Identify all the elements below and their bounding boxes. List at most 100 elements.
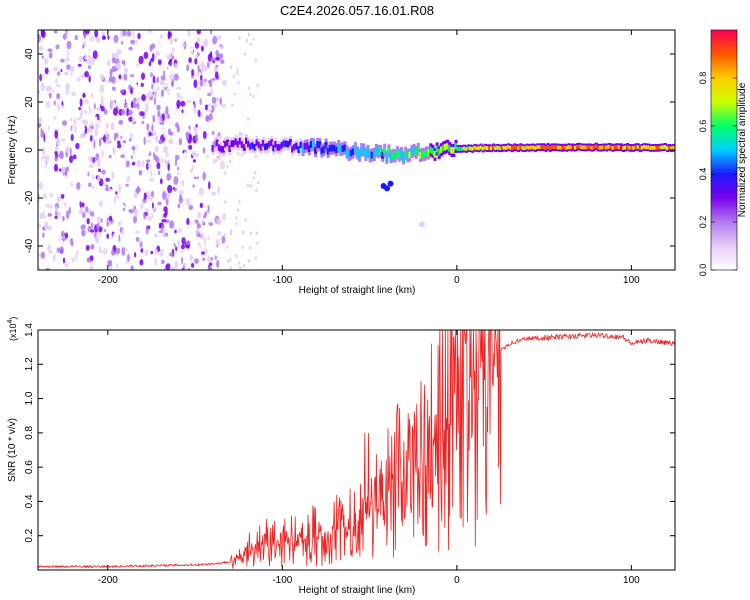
noise-cell <box>60 68 63 73</box>
noise-cell <box>184 151 187 158</box>
noise-cell <box>154 248 159 255</box>
ridge-cell <box>358 152 362 159</box>
noise-cell <box>207 265 213 270</box>
noise-cell <box>212 35 218 45</box>
noise-cell <box>129 92 132 99</box>
ridge-cell <box>548 146 552 150</box>
noise-cell <box>206 154 209 159</box>
noise-cell <box>52 52 58 61</box>
noise-cell <box>216 259 220 268</box>
noise-cell <box>202 147 206 154</box>
noise-cell <box>96 223 100 230</box>
noise-cell <box>71 126 75 133</box>
noise-cell <box>53 100 56 106</box>
ridge-cell <box>575 144 579 149</box>
noise-cell <box>44 208 49 217</box>
noise-cell <box>43 193 47 200</box>
noise-cell <box>211 96 217 104</box>
noise-cell <box>136 96 140 104</box>
noise-cell <box>48 250 53 254</box>
ridge-cell <box>337 143 341 150</box>
noise-cell <box>87 127 93 134</box>
ridge-cell <box>517 146 521 150</box>
ridge-cell <box>356 149 359 157</box>
noise-cell <box>237 261 241 265</box>
ridge-cell <box>364 151 368 158</box>
ridge-cell <box>251 142 255 149</box>
ridge-cell <box>255 139 259 146</box>
noise-cell <box>62 215 65 222</box>
noise-cell <box>113 67 118 72</box>
noise-cell <box>167 113 171 120</box>
noise-cell <box>121 40 124 45</box>
noise-cell <box>190 241 196 247</box>
noise-cell <box>166 173 172 181</box>
colorbar-tick-label: 0.8 <box>698 72 708 85</box>
noise-cell <box>180 96 183 101</box>
noise-cell <box>207 82 210 89</box>
noise-cell <box>126 107 130 117</box>
noise-cell <box>141 120 145 125</box>
noise-cell <box>140 202 144 210</box>
noise-cell <box>221 235 226 244</box>
noise-cell <box>215 239 220 246</box>
noise-cell <box>174 159 178 167</box>
ridge-cell <box>425 149 429 157</box>
noise-cell <box>117 140 121 145</box>
noise-cell <box>56 71 61 76</box>
noise-cell <box>247 86 251 90</box>
noise-cell <box>221 103 227 108</box>
ridge-cell <box>582 145 586 150</box>
noise-cell <box>215 49 219 57</box>
ridge-cell <box>234 138 238 145</box>
ridge-cell <box>326 148 330 155</box>
noise-cell <box>159 178 163 185</box>
noise-cell <box>66 40 72 50</box>
noise-cell <box>85 30 90 35</box>
noise-cell <box>56 247 61 253</box>
noise-cell <box>97 174 101 182</box>
noise-cell <box>78 55 84 63</box>
ridge-cell <box>349 149 353 157</box>
noise-cell <box>159 121 165 126</box>
noise-cell <box>121 230 125 236</box>
noise-cell <box>113 34 119 43</box>
noise-cell <box>135 115 138 119</box>
noise-cell <box>41 30 46 39</box>
ridge-cell <box>211 145 215 152</box>
noise-cell <box>217 231 222 236</box>
noise-cell <box>150 57 155 63</box>
noise-cell <box>178 138 183 146</box>
noise-cell <box>180 46 183 52</box>
noise-cell <box>38 224 42 228</box>
noise-cell <box>211 191 217 196</box>
noise-cell <box>43 57 49 65</box>
ridge-cell <box>527 145 531 150</box>
ridge-cell <box>469 146 473 151</box>
noise-cell <box>206 205 210 213</box>
noise-cell <box>151 167 155 173</box>
noise-cell <box>220 160 225 170</box>
ridge-cell <box>531 145 535 150</box>
noise-cell <box>177 239 181 249</box>
noise-cell <box>154 145 159 153</box>
ridge-cell <box>521 146 525 150</box>
noise-cell <box>82 93 86 98</box>
noise-cell <box>136 187 141 193</box>
noise-cell <box>214 226 218 232</box>
noise-cell <box>195 226 200 236</box>
noise-cell <box>236 68 239 72</box>
ridge-cell <box>567 145 571 149</box>
noise-cell <box>131 145 136 151</box>
noise-cell <box>106 233 109 239</box>
noise-cell <box>62 249 67 258</box>
ridge-cell <box>253 143 257 151</box>
noise-cell <box>188 57 192 64</box>
noise-cell <box>163 206 168 213</box>
noise-cell <box>256 241 259 245</box>
noise-cell <box>85 206 89 213</box>
noise-cell <box>46 111 52 120</box>
ridge-cell <box>586 145 590 150</box>
ridge-cell <box>224 140 228 148</box>
noise-cell <box>153 92 157 98</box>
